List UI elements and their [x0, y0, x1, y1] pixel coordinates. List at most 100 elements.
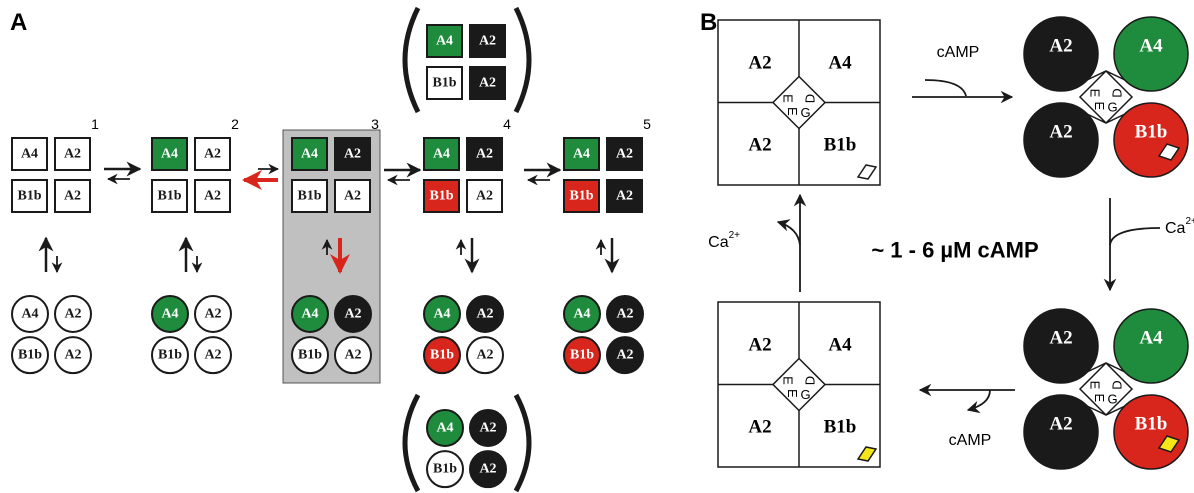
subunit-label: A4 — [828, 53, 852, 74]
subunit-label: A4 — [573, 147, 590, 162]
subunit-label: A2 — [616, 348, 633, 363]
domain-label: G — [1108, 391, 1118, 406]
center-text: ~ 1 - 6 µM cAMP — [871, 238, 1038, 263]
subunit-label: B1b — [429, 189, 453, 204]
domain-label: E — [781, 376, 796, 385]
subunit-label: A4 — [436, 421, 453, 436]
subunit-label: A2 — [204, 348, 221, 363]
subunit-label: B1b — [433, 462, 457, 477]
subunit-label: A2 — [476, 189, 493, 204]
subunit-label: A4 — [1139, 328, 1163, 349]
state-number: 1 — [91, 116, 99, 132]
subunit-label: A2 — [479, 76, 496, 91]
subunit-label: A4 — [301, 147, 318, 162]
subunit-label: A4 — [433, 307, 450, 322]
subunit-label: A2 — [479, 34, 496, 49]
subunit-label: A2 — [344, 307, 361, 322]
label-text: cAMP — [949, 432, 992, 449]
subunit-label: A2 — [479, 421, 496, 436]
subunit-label: B1b — [824, 135, 857, 156]
arrow-label: cAMP — [937, 44, 980, 61]
subunit-label: B1b — [1135, 122, 1168, 143]
state-number: 3 — [371, 116, 379, 132]
subunit-label: A4 — [1139, 36, 1163, 57]
subunit-label: A2 — [476, 348, 493, 363]
domain-label: E — [1088, 381, 1103, 390]
subunit-label: B1b — [430, 348, 454, 363]
domain-label: D — [1110, 380, 1125, 389]
subunit-label: A4 — [21, 147, 38, 162]
subunit-label: B1b — [432, 76, 456, 91]
state-number: 4 — [503, 116, 511, 132]
subunit-label: B1b — [569, 189, 593, 204]
domain-label: G — [801, 105, 811, 120]
label-superscript: 2+ — [1185, 216, 1194, 227]
subunit-label: A2 — [479, 462, 496, 477]
label-superscript: 2+ — [729, 230, 741, 241]
brackets — [405, 8, 529, 491]
domain-label: G — [1108, 99, 1118, 114]
label-text: Ca — [708, 234, 729, 251]
subunit-label: A4 — [433, 147, 450, 162]
figure: A B 1 A4 A2 B1b A2 A4 A2 B1b A2 2 A4 A2 B1b A2 A4 A2 B1b… — [0, 0, 1194, 493]
arrow-label: Ca2+ — [1165, 216, 1194, 237]
domain-label: G — [801, 387, 811, 402]
subunit-label: A2 — [64, 189, 81, 204]
subunit-label: B1b — [18, 348, 42, 363]
panel-label: B — [700, 9, 717, 36]
subunit-label: A2 — [476, 307, 493, 322]
subunit-label: A2 — [476, 147, 493, 162]
domain-label: E — [781, 94, 796, 103]
subunit-label: B1b — [298, 348, 322, 363]
domain-label: E — [1088, 89, 1103, 98]
subunit-label: B1b — [297, 189, 321, 204]
state-number: 2 — [231, 116, 239, 132]
subunit-label: A4 — [161, 147, 178, 162]
state-number: 5 — [643, 116, 651, 132]
subunit-label: A2 — [748, 417, 771, 438]
subunit-label: A2 — [616, 189, 633, 204]
domain-label: E — [1092, 101, 1107, 110]
subunit-label: A2 — [344, 189, 361, 204]
subunit-label: A4 — [573, 307, 590, 322]
domain-label: D — [803, 94, 818, 103]
subunit-label: A4 — [436, 34, 453, 49]
subunit-label: A2 — [1049, 36, 1072, 57]
subunit-label: A2 — [204, 189, 221, 204]
subunit-label: A4 — [828, 335, 852, 356]
panel-label: A — [10, 9, 27, 36]
subunit-label: A2 — [748, 53, 771, 74]
subunit-label: A2 — [64, 147, 81, 162]
subunit-label: A2 — [344, 147, 361, 162]
subunit-label: A2 — [616, 307, 633, 322]
label-text: cAMP — [937, 44, 980, 61]
subunit-label: A2 — [1049, 122, 1072, 143]
arrow-label: Ca2+ — [708, 230, 740, 251]
receptor-square — [718, 302, 880, 467]
subunit-label: B1b — [157, 189, 181, 204]
subunit-label: A2 — [748, 135, 771, 156]
subunit-label: A2 — [204, 307, 221, 322]
subunit-label: A2 — [64, 348, 81, 363]
subunit-label: B1b — [570, 348, 594, 363]
receptor-square — [718, 20, 880, 185]
label-text: Ca — [1165, 220, 1186, 237]
subunit-label: A2 — [616, 147, 633, 162]
subunit-label: A4 — [21, 307, 38, 322]
subunit-label: A2 — [748, 335, 771, 356]
subunit-label: B1b — [824, 417, 857, 438]
subunit-label: A2 — [204, 147, 221, 162]
subunit-label: B1b — [158, 348, 182, 363]
domain-label: E — [785, 107, 800, 116]
subunit-label: A4 — [161, 307, 178, 322]
subunit-label: A2 — [344, 348, 361, 363]
domain-label: E — [785, 389, 800, 398]
domain-label: D — [803, 376, 818, 385]
subunit-label: A2 — [64, 307, 81, 322]
subunit-label: B1b — [17, 189, 41, 204]
subunit-label: B1b — [1135, 414, 1168, 435]
domain-label: E — [1092, 393, 1107, 402]
domain-label: D — [1110, 88, 1125, 97]
subunit-label: A4 — [301, 307, 318, 322]
arrow-label: cAMP — [949, 432, 992, 449]
